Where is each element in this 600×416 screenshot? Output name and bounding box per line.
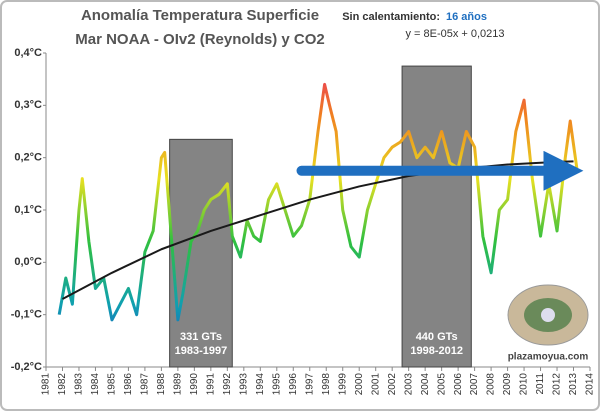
x-tick-label: 2012	[552, 373, 563, 396]
y-tick-label: 0,2°C	[14, 152, 42, 164]
x-tick-label: 1994	[255, 373, 266, 396]
period-box	[169, 138, 233, 368]
x-tick-label: 1981	[41, 373, 52, 396]
x-tick-label: 2003	[403, 373, 414, 396]
x-tick-label: 1989	[173, 373, 184, 396]
x-tick-label: 1983	[74, 373, 85, 396]
x-tick-label: 2009	[502, 373, 513, 396]
x-tick-label: 1995	[271, 373, 282, 396]
x-tick-label: 2011	[535, 373, 546, 395]
x-tick-label: 2013	[568, 373, 579, 396]
x-tick-label: 1998	[321, 373, 332, 396]
x-tick-label: 1997	[304, 373, 315, 396]
y-tick-label: 0,0°C	[14, 256, 42, 268]
x-tick-label: 1991	[205, 373, 216, 396]
x-tick-label: 1990	[189, 373, 200, 396]
period-label: 331 GTs	[180, 331, 222, 343]
x-tick-label: 2005	[436, 373, 447, 396]
x-tick-label: 2002	[387, 373, 398, 396]
y-tick-label: -0,2°C	[11, 361, 42, 373]
logo	[507, 284, 589, 346]
x-tick-label: 2008	[486, 373, 497, 396]
x-tick-label: 1993	[238, 373, 249, 396]
temperature-line	[57, 82, 579, 322]
annotation-value: 16 años	[446, 11, 487, 23]
logo-center	[541, 308, 555, 322]
x-tick-label: 1988	[156, 373, 167, 396]
period-years: 1983-1997	[175, 345, 228, 357]
x-tick-label: 1996	[288, 373, 299, 396]
x-tick-label: 1999	[337, 373, 348, 396]
x-tick-label: 1982	[57, 373, 68, 396]
x-tick-label: 2006	[453, 373, 464, 396]
annotation-label: Sin calentamiento:	[342, 11, 440, 23]
chart-title: Anomalía Temperatura Superficie	[81, 7, 319, 24]
period-box	[401, 65, 472, 368]
chart-subtitle: Mar NOAA - OIv2 (Reynolds) y CO2	[75, 31, 325, 48]
x-tick-label: 1987	[140, 373, 151, 396]
equation: y = 8E-05x + 0,0213	[405, 28, 504, 40]
watermark: plazamoyua.com	[508, 352, 589, 363]
x-tick-label: 1985	[107, 373, 118, 396]
x-tick-label: 2014	[585, 373, 596, 396]
x-tick-label: 2007	[469, 373, 480, 396]
y-tick-label: 0,3°C	[14, 99, 42, 111]
period-years: 1998-2012	[410, 345, 463, 357]
period-label: 440 GTs	[416, 331, 458, 343]
y-tick-label: 0,1°C	[14, 204, 42, 216]
y-tick-label: -0,1°C	[11, 309, 42, 321]
x-tick-label: 2004	[420, 373, 431, 396]
x-tick-label: 2000	[354, 373, 365, 396]
x-tick-label: 1984	[90, 373, 101, 396]
y-tick-label: 0,4°C	[14, 47, 42, 59]
x-tick-label: 1992	[222, 373, 233, 396]
x-tick-label: 1986	[123, 373, 134, 396]
x-tick-label: 2010	[519, 373, 530, 396]
co2-line	[62, 160, 574, 300]
x-tick-label: 2001	[370, 373, 381, 396]
